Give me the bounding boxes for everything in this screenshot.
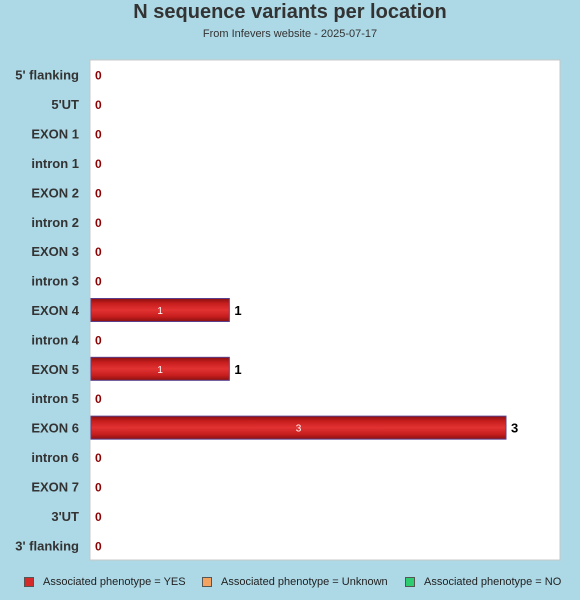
legend-swatch xyxy=(202,577,212,587)
bar-total-label: 1 xyxy=(234,303,241,318)
chart-subtitle: From Infevers website - 2025-07-17 xyxy=(202,28,378,40)
category-label: intron 3 xyxy=(31,274,79,289)
category-label: intron 5 xyxy=(31,391,79,406)
category-label: EXON 1 xyxy=(31,127,79,142)
bar-total-label: 0 xyxy=(95,216,102,230)
bar-total-label: 0 xyxy=(95,333,102,347)
bar-total-label: 1 xyxy=(234,362,241,377)
bar xyxy=(90,415,507,440)
legend-label: Associated phenotype = YES xyxy=(43,576,186,588)
chart-title: N sequence variants per location xyxy=(133,1,447,23)
bar-inner-label: 1 xyxy=(157,306,163,317)
bar-inner-label: 1 xyxy=(157,365,163,376)
bar-total-label: 0 xyxy=(95,186,102,200)
category-label: EXON 4 xyxy=(31,303,79,318)
bar xyxy=(90,298,230,322)
bar-total-label: 0 xyxy=(95,510,102,524)
category-label: intron 2 xyxy=(31,215,79,230)
category-label: 3' flanking xyxy=(15,538,79,553)
bar-total-label: 0 xyxy=(95,157,102,171)
bar-total-label: 0 xyxy=(95,392,102,406)
category-label: intron 4 xyxy=(31,332,79,347)
bar-total-label: 0 xyxy=(95,539,102,553)
bar-total-label: 0 xyxy=(95,128,102,142)
legend-item: Associated phenotype = NO xyxy=(405,574,561,590)
category-label: EXON 3 xyxy=(31,244,79,259)
category-label: 5' flanking xyxy=(15,68,79,83)
legend-swatch xyxy=(405,577,415,587)
legend-swatch xyxy=(24,577,34,587)
legend-label: Associated phenotype = NO xyxy=(424,576,562,588)
category-label: EXON 7 xyxy=(31,479,79,494)
category-label: EXON 2 xyxy=(31,185,79,200)
category-label: 5'UT xyxy=(51,97,79,112)
legend-label: Associated phenotype = Unknown xyxy=(221,576,388,588)
bar-total-label: 0 xyxy=(95,480,102,494)
bar-total-label: 0 xyxy=(95,98,102,112)
category-label: intron 1 xyxy=(31,156,79,171)
bar-total-label: 0 xyxy=(95,69,102,83)
bar-total-label: 0 xyxy=(95,245,102,259)
bar xyxy=(90,356,230,381)
bar-total-label: 0 xyxy=(95,275,102,289)
bar-chart: 5' flanking 0 5'UT 0 EXON 1 0 intron 1 0 EXON 2 0… xyxy=(15,59,561,561)
bar-inner-label: 3 xyxy=(296,424,302,435)
chart-legend: Associated phenotype = YES Associated phe… xyxy=(0,574,580,590)
legend-item: Associated phenotype = Unknown xyxy=(202,574,388,590)
category-label: 3'UT xyxy=(51,509,79,524)
category-label: intron 6 xyxy=(31,450,79,465)
category-label: EXON 5 xyxy=(31,362,79,377)
legend-item: Associated phenotype = YES xyxy=(24,574,186,590)
bar-total-label: 0 xyxy=(95,451,102,465)
category-label: EXON 6 xyxy=(31,421,79,436)
bar-total-label: 3 xyxy=(511,421,518,436)
